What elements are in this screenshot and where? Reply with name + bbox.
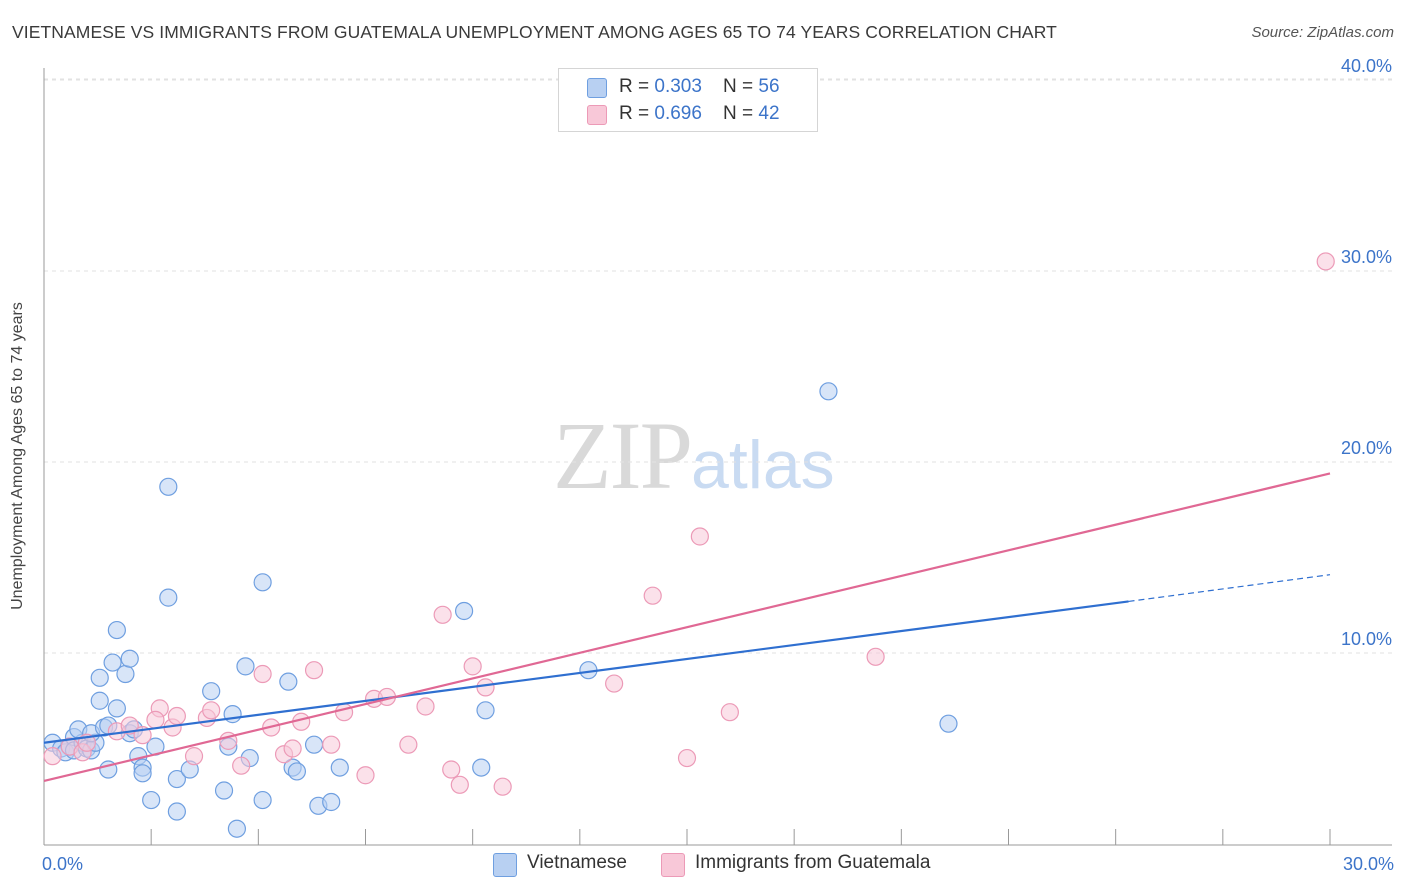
point-guatemala [442,760,461,779]
point-vietnamese [107,699,126,718]
legend-n-label: N = [723,76,759,97]
point-vietnamese [116,664,135,684]
point-guatemala [463,657,482,676]
point-vietnamese [90,691,109,710]
legend-r-label: R = [619,103,655,124]
legend-r-value: 0.303 [654,76,702,97]
point-vietnamese [90,668,109,687]
point-guatemala [476,678,495,697]
point-guatemala [232,756,251,775]
point-guatemala [356,766,375,785]
axes [43,68,1392,846]
trend-extension-vietnamese [1128,574,1331,603]
legend-n-value: 56 [758,76,780,97]
point-vietnamese [472,758,491,777]
y-tick-label: 40.0% [1341,56,1392,76]
point-guatemala [334,703,354,722]
point-vietnamese [454,601,474,621]
point-guatemala [167,706,186,726]
y-tick-label: 10.0% [1341,629,1392,649]
trend-line-guatemala [43,472,1331,783]
point-guatemala [184,747,204,766]
point-vietnamese [253,573,272,592]
point-vietnamese [476,701,495,720]
y-tick-label: 30.0% [1341,247,1392,267]
legend-n-label: N = [723,103,759,124]
point-guatemala [253,664,272,684]
y-tick-label: 20.0% [1341,438,1392,458]
grid [44,78,1392,654]
source-label: Source: ZipAtlas.com [1251,24,1394,41]
point-vietnamese [227,819,246,838]
legend-r-value: 0.696 [654,103,702,124]
point-guatemala [677,748,697,768]
watermark-zip: ZIP [553,402,693,509]
point-vietnamese [330,758,349,777]
series-swatch-guatemala [661,853,685,877]
legend-r-label: R = [619,76,655,97]
point-vietnamese [253,790,272,810]
point-vietnamese [167,802,186,821]
point-guatemala [283,739,302,758]
series-label-vietnamese: Vietnamese [527,852,627,873]
trend-line-vietnamese [43,600,1129,744]
point-guatemala [202,701,221,720]
point-vietnamese [142,790,161,810]
point-guatemala [605,674,624,693]
point-guatemala [146,710,165,729]
series-legend: Vietnamese Immigrants from Guatemala [0,852,1406,878]
point-guatemala [866,647,885,666]
point-vietnamese [159,588,178,607]
points-layer [43,252,1335,838]
x-tick-label-min: 0.0% [42,854,83,874]
legend-swatch-vietnamese [587,78,607,98]
point-guatemala [399,735,418,754]
legend-swatch-guatemala [587,105,607,125]
point-guatemala [643,586,662,605]
series-swatch-vietnamese [493,853,517,877]
point-guatemala [304,661,324,680]
point-guatemala [433,605,452,624]
point-vietnamese [939,714,958,733]
legend-n-value: 42 [758,103,780,124]
point-guatemala [493,777,512,796]
point-vietnamese [133,764,152,783]
series-label-guatemala: Immigrants from Guatemala [695,852,931,873]
legend: R = 0.303 N = 56 R = 0.696 N = 42 [558,68,818,132]
x-tick-label-max: 30.0% [1343,854,1394,874]
watermark-atlas: atlas [691,427,835,503]
trend-lines [43,472,1331,783]
chart-title: VIETNAMESE VS IMMIGRANTS FROM GUATEMALA … [12,22,1057,42]
point-guatemala [322,735,341,754]
point-vietnamese [322,792,341,812]
point-guatemala [416,697,435,716]
point-guatemala [120,716,139,735]
point-vietnamese [819,382,838,401]
point-vietnamese [279,672,298,691]
point-vietnamese [167,769,186,789]
point-vietnamese [103,653,122,672]
point-guatemala [1316,252,1335,271]
point-vietnamese [107,620,126,640]
point-vietnamese [304,735,324,754]
point-vietnamese [214,781,234,800]
point-vietnamese [159,477,178,496]
point-vietnamese [287,762,307,781]
point-vietnamese [236,657,255,676]
watermark: ZIPatlas [553,400,835,511]
point-guatemala [720,703,739,722]
point-guatemala [690,527,709,546]
point-vietnamese [202,682,221,701]
tick-labels: 10.0% 20.0% 30.0% 40.0% 0.0% 30.0% [42,56,1394,874]
point-vietnamese [120,649,139,668]
point-guatemala [43,747,62,766]
point-guatemala [450,775,469,794]
